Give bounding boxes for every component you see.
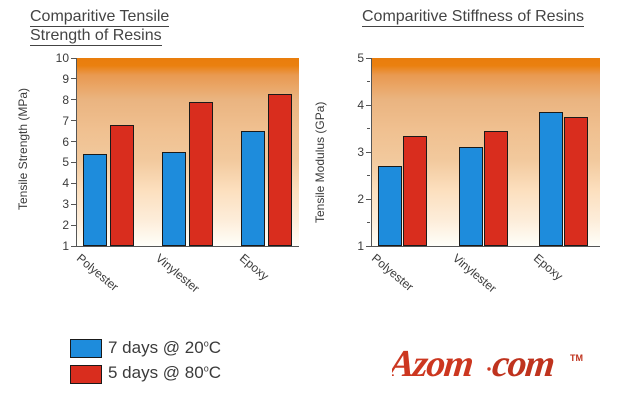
svg-text:TM: TM — [570, 353, 583, 363]
svg-text:Azom: Azom — [392, 343, 474, 385]
svg-text:com: com — [490, 343, 555, 385]
